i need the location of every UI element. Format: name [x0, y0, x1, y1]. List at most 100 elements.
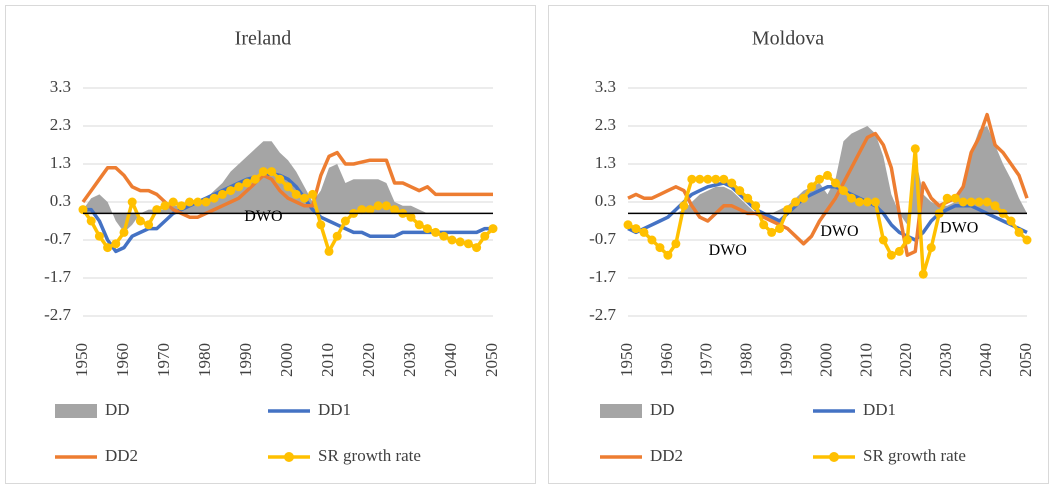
point — [799, 193, 809, 203]
x-tick-label: 1960 — [657, 343, 676, 377]
legend-label: DD2 — [105, 446, 138, 465]
panel-border — [548, 5, 1049, 484]
point — [308, 189, 318, 199]
point — [406, 212, 416, 222]
legend-label: SR growth rate — [318, 446, 421, 465]
point — [217, 189, 227, 199]
point — [878, 235, 888, 245]
line — [627, 112, 1029, 257]
x-tick-label: 2040 — [441, 343, 460, 377]
point — [830, 178, 840, 188]
point — [455, 237, 465, 247]
point — [201, 197, 211, 207]
point — [623, 220, 633, 230]
point — [1006, 216, 1016, 226]
y-tick-label: -0.7 — [44, 229, 71, 248]
point — [472, 243, 482, 253]
legend-label: DD1 — [318, 400, 351, 419]
legend-swatch — [55, 404, 97, 418]
point — [480, 231, 490, 241]
y-tick-label: 3.3 — [50, 77, 71, 96]
x-tick-label: 2010 — [318, 343, 337, 377]
point — [160, 201, 170, 211]
point — [357, 205, 367, 215]
y-tick-label: 2.3 — [50, 115, 71, 134]
point — [422, 224, 432, 234]
point — [958, 197, 968, 207]
point — [111, 239, 121, 249]
point — [168, 197, 178, 207]
y-tick-label: -2.7 — [589, 305, 616, 324]
y-tick-label: 1.3 — [50, 153, 71, 172]
line — [627, 181, 1028, 242]
point — [735, 186, 745, 196]
point — [283, 182, 293, 192]
point — [926, 243, 936, 253]
point — [299, 193, 309, 203]
point — [886, 250, 896, 260]
x-tick-label: 1970 — [154, 343, 173, 377]
annotation: DWO — [820, 223, 858, 240]
x-tick-label: 1950 — [72, 343, 91, 377]
legend-label: DD2 — [650, 446, 683, 465]
x-tick-label: 1990 — [777, 343, 796, 377]
x-tick-label: 1960 — [113, 343, 132, 377]
point — [414, 220, 424, 230]
point — [823, 170, 832, 180]
point — [103, 243, 113, 253]
legend-swatch — [600, 404, 642, 418]
point — [838, 186, 848, 196]
point — [711, 174, 721, 184]
annotation: DWO — [244, 208, 282, 225]
x-tick-label: 2050 — [482, 343, 501, 377]
x-tick-label: 2040 — [976, 343, 995, 377]
point — [910, 144, 920, 154]
point — [687, 174, 697, 184]
point — [950, 193, 960, 203]
point — [258, 167, 268, 177]
legend-label: SR growth rate — [863, 446, 966, 465]
x-tick-label: 2050 — [1016, 343, 1035, 377]
point — [791, 197, 801, 207]
point — [365, 205, 375, 215]
point — [209, 193, 219, 203]
point — [463, 239, 473, 249]
point — [275, 174, 285, 184]
point — [381, 201, 391, 211]
legend-label: DD — [650, 400, 675, 419]
point — [815, 174, 825, 184]
point — [783, 205, 793, 215]
y-tick-label: -2.7 — [44, 305, 71, 324]
point — [942, 193, 952, 203]
line — [83, 171, 493, 254]
point — [918, 269, 928, 279]
point — [719, 174, 729, 184]
point — [1022, 235, 1032, 245]
legend-label: DD — [105, 400, 130, 419]
x-tick-label: 2030 — [936, 343, 955, 377]
point — [631, 224, 641, 234]
point — [767, 227, 777, 237]
point — [390, 205, 400, 215]
point — [144, 220, 154, 230]
point — [751, 201, 761, 211]
point — [775, 224, 785, 234]
y-tick-label: 0.3 — [50, 191, 71, 210]
point — [990, 201, 1000, 211]
point — [695, 174, 705, 184]
point — [340, 216, 350, 226]
y-tick-label: 2.3 — [595, 115, 616, 134]
point — [324, 246, 334, 256]
x-tick-label: 2020 — [359, 343, 378, 377]
x-tick-label: 2010 — [856, 343, 875, 377]
y-tick-label: -1.7 — [44, 267, 71, 286]
point — [894, 246, 904, 256]
x-tick-label: 2000 — [816, 343, 835, 377]
legend-marker — [829, 452, 839, 462]
y-tick-label: 3.3 — [595, 77, 616, 96]
point — [250, 174, 260, 184]
point — [966, 197, 976, 207]
point — [902, 235, 912, 245]
point — [870, 197, 880, 207]
